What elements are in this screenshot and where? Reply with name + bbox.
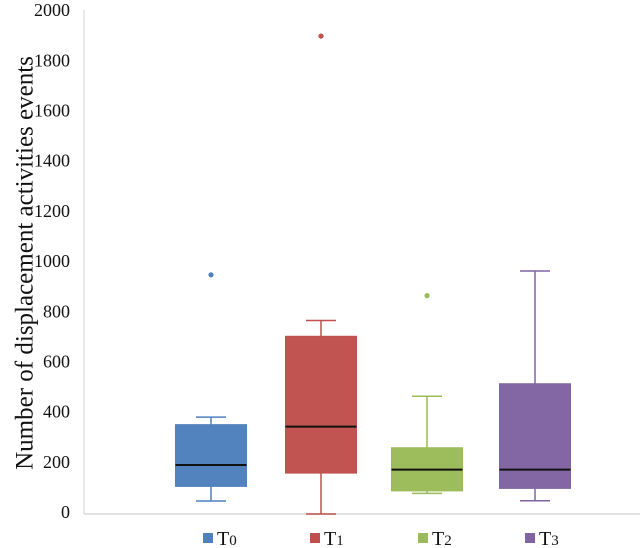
y-tick-label: 1000 xyxy=(34,251,70,271)
legend-swatch xyxy=(310,533,320,543)
legend-label: T2 xyxy=(432,528,452,548)
legend-item-t2: T2 xyxy=(418,528,452,548)
y-tick-label: 0 xyxy=(61,502,70,522)
box-t2 xyxy=(391,293,463,495)
y-tick-label: 600 xyxy=(43,352,70,372)
legend-item-t1: T1 xyxy=(310,528,344,548)
y-tick-label: 1800 xyxy=(34,50,70,70)
y-axis-title: Number of displacement activities events xyxy=(12,56,39,470)
y-tick-labels: 0 200 400 600 800 1000 1200 1400 1600 1800 2000 xyxy=(34,0,70,522)
legend-swatch xyxy=(525,533,535,543)
iqr-box xyxy=(499,383,571,489)
y-tick-label: 200 xyxy=(43,452,70,472)
axes xyxy=(83,10,640,515)
legend: T0 T1 T2 T3 xyxy=(203,528,559,548)
legend-swatch xyxy=(203,533,213,543)
legend-item-t3: T3 xyxy=(525,528,559,548)
y-tick-label: 400 xyxy=(43,402,70,422)
iqr-box xyxy=(285,335,357,474)
y-tick-label: 2000 xyxy=(34,0,70,20)
box-t1 xyxy=(285,33,357,515)
legend-item-t0: T0 xyxy=(203,528,237,548)
outlier-point xyxy=(208,272,214,278)
y-tick-label: 1600 xyxy=(34,101,70,121)
legend-swatch xyxy=(418,533,428,543)
iqr-box xyxy=(175,424,247,487)
legend-label: T0 xyxy=(217,528,237,548)
y-tick-label: 1200 xyxy=(34,201,70,221)
legend-label: T3 xyxy=(539,528,559,548)
legend-label: T1 xyxy=(324,528,344,548)
outlier-point xyxy=(424,293,430,299)
y-tick-label: 1400 xyxy=(34,151,70,171)
y-tick-label: 800 xyxy=(43,301,70,321)
box-t3 xyxy=(499,270,571,502)
box-t0 xyxy=(175,272,247,502)
outlier-point xyxy=(318,33,324,39)
box-series xyxy=(175,33,571,515)
